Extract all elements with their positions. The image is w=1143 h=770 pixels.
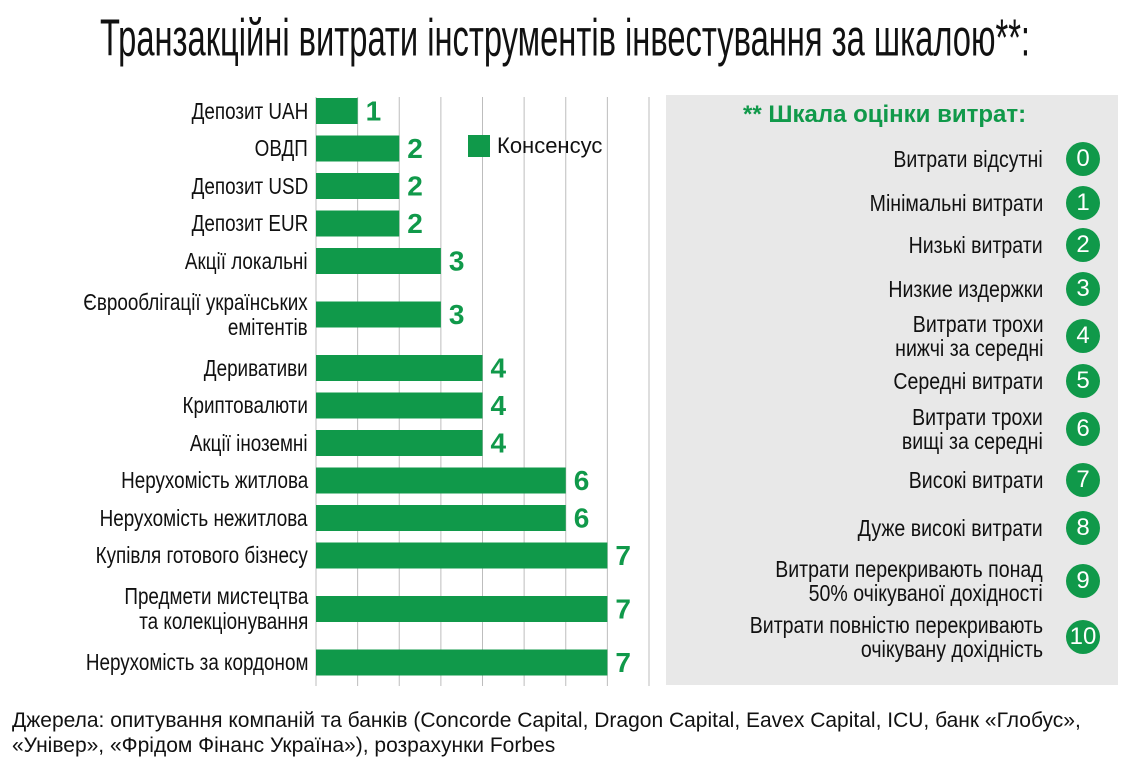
category-label: Предмети мистецтва та колекціонування: [124, 583, 308, 634]
category-label: Нерухомість нежитлова: [100, 504, 308, 531]
category-label: Криптовалюти: [182, 392, 308, 418]
scale-score: 6: [1066, 412, 1100, 446]
scale-score: 4: [1066, 319, 1100, 353]
value-label: 4: [491, 390, 507, 421]
scale-score: 10: [1066, 620, 1100, 654]
scale-item-label: Мінімальні витрати: [869, 190, 1043, 216]
scale-title: ** Шкала оцінки витрат:: [743, 101, 1027, 128]
bar: [316, 135, 400, 162]
category-label: Єврооблігації українських емітентів: [83, 288, 308, 340]
scale-item-label: Витрати трохи нижчі за середні: [894, 311, 1043, 361]
scale-item-label: Дуже високі витрати: [857, 515, 1043, 541]
value-label: 2: [407, 133, 423, 164]
scale-panel: [666, 95, 1118, 685]
bar: [316, 649, 608, 676]
chart-title: Транзакційні витрати інструментів інвест…: [100, 10, 1030, 68]
value-label: 3: [449, 245, 465, 276]
bar: [316, 467, 566, 494]
category-label: Депозит USD: [191, 172, 308, 199]
bar: [316, 430, 483, 456]
source: Джерела: опитування компаній та банків (…: [12, 709, 1081, 757]
scale-score: 0: [1066, 142, 1100, 176]
scale-score: 5: [1066, 364, 1100, 398]
value-label: 6: [574, 502, 590, 533]
bar: [316, 210, 400, 237]
value-label: 3: [449, 299, 465, 330]
scale-score: 3: [1066, 272, 1100, 306]
category-label: Депозит EUR: [191, 210, 308, 236]
bar: [316, 505, 566, 531]
bar: [316, 355, 483, 381]
bar: [316, 392, 483, 419]
value-label: 7: [615, 540, 631, 571]
bar: [316, 542, 608, 569]
category-label: Нерухомість за кордоном: [85, 649, 308, 675]
scale-score: 2: [1066, 228, 1100, 262]
category-label: Нерухомість житлова: [120, 467, 308, 493]
legend-label: Консенсус: [497, 133, 602, 158]
scale-item-label: Витрати повністю перекривають очікувану …: [749, 612, 1043, 662]
scale-score: 9: [1066, 564, 1100, 598]
scale-item-label: Високі витрати: [908, 467, 1043, 493]
scale-item-label: Середні витрати: [893, 368, 1043, 394]
scale-score: 8: [1066, 511, 1100, 545]
scale-item-label: Витрати перекривають понад 50% очікувано…: [775, 556, 1043, 606]
legend-swatch: [468, 135, 490, 157]
value-label: 4: [491, 352, 507, 383]
scale-item-label: Витрати трохи вищі за середні: [902, 404, 1043, 454]
scale-score: 7: [1066, 463, 1100, 497]
value-label: 7: [615, 593, 631, 624]
value-label: 1: [366, 95, 382, 126]
value-label: 4: [491, 427, 507, 458]
bar: [316, 98, 358, 124]
scale-item-label: Низкие издержки: [888, 276, 1043, 302]
scale-score: 1: [1066, 186, 1100, 220]
value-label: 2: [407, 170, 423, 201]
category-label: Купівля готового бізнесу: [95, 542, 308, 568]
category-label: Акції локальні: [185, 247, 308, 274]
scale-item-label: Витрати відсутні: [893, 146, 1043, 172]
bar: [316, 248, 441, 274]
category-label: ОВДП: [254, 135, 308, 161]
value-label: 7: [615, 647, 631, 678]
bar: [316, 596, 608, 622]
scale-item-label: Низькі витрати: [909, 232, 1043, 258]
value-label: 6: [574, 465, 590, 496]
bar: [316, 173, 400, 199]
bar: [316, 301, 441, 328]
category-label: Деривативи: [204, 354, 308, 381]
chart: Транзакційні витрати інструментів інвест…: [100, 10, 1030, 686]
category-label: Акції іноземні: [190, 429, 308, 456]
value-label: 2: [407, 208, 423, 239]
category-label: Депозит UAH: [191, 97, 308, 124]
